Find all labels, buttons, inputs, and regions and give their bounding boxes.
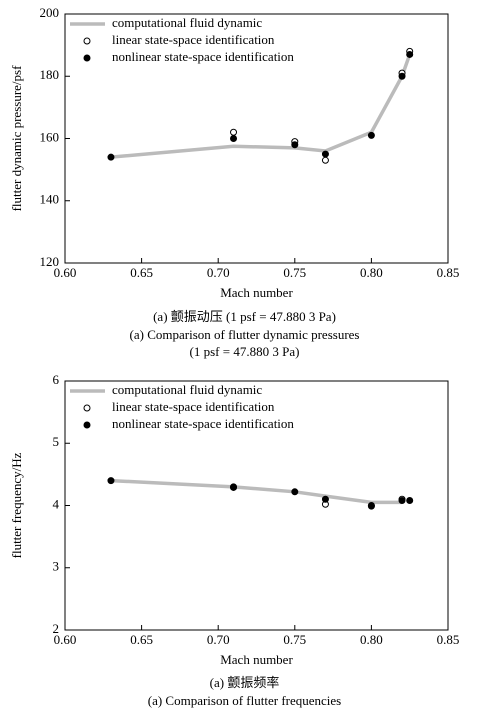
legend-swatch [83,37,91,45]
x-tick-label: 0.80 [360,265,383,280]
caption: (a) 颤振动压 (1 psf = 47.880 3 Pa) [153,309,336,324]
data-point [367,502,375,510]
y-tick-label: 2 [53,621,60,636]
x-tick-label: 0.65 [130,632,153,647]
x-tick-label: 0.85 [437,632,460,647]
legend-label: computational fluid dynamic [112,382,262,397]
data-point [230,483,238,491]
legend-label: computational fluid dynamic [112,15,262,30]
x-tick-label: 0.80 [360,632,383,647]
x-axis-label: Mach number [220,652,293,667]
legend-label: linear state-space identification [112,32,275,47]
data-point [321,150,329,158]
data-point [291,488,299,496]
legend-swatch [83,54,91,62]
y-axis-label: flutter dynamic pressure/psf [9,65,24,212]
x-tick-label: 0.70 [207,265,230,280]
caption: (a) Comparison of flutter frequencies [148,693,341,708]
data-point [367,131,375,139]
y-tick-label: 180 [40,67,60,82]
legend-label: linear state-space identification [112,399,275,414]
caption: (a) 颤振频率 [210,675,280,690]
caption: (1 psf = 47.880 3 Pa) [190,344,300,359]
x-axis-label: Mach number [220,285,293,300]
y-tick-label: 120 [40,254,60,269]
legend-label: nonlinear state-space identification [112,49,294,64]
x-tick-label: 0.65 [130,265,153,280]
data-point [406,497,414,505]
y-tick-label: 3 [53,559,60,574]
x-tick-label: 0.75 [283,632,306,647]
x-tick-label: 0.85 [437,265,460,280]
data-point [398,72,406,80]
y-tick-label: 140 [40,192,60,207]
x-tick-label: 0.60 [54,265,77,280]
x-tick-label: 0.60 [54,632,77,647]
legend-swatch [83,421,91,429]
data-point [398,497,406,505]
data-point [107,153,115,161]
y-axis-label: flutter frequency/Hz [9,452,24,558]
data-point [230,135,238,142]
data-point [230,128,238,136]
legend-label: nonlinear state-space identification [112,416,294,431]
y-tick-label: 6 [53,372,60,387]
y-tick-label: 4 [53,496,60,511]
data-point [406,50,414,58]
y-tick-label: 200 [40,5,60,20]
x-tick-label: 0.75 [283,265,306,280]
data-point [291,141,299,149]
data-point [107,477,115,485]
cfd-line [110,478,403,505]
caption: (a) Comparison of flutter dynamic pressu… [130,327,360,342]
cfd-line [110,53,412,159]
data-point [321,495,329,503]
y-tick-label: 160 [40,129,60,144]
data-point [321,156,329,164]
x-tick-label: 0.70 [207,632,230,647]
y-tick-label: 5 [53,434,60,449]
legend-swatch [83,404,91,412]
